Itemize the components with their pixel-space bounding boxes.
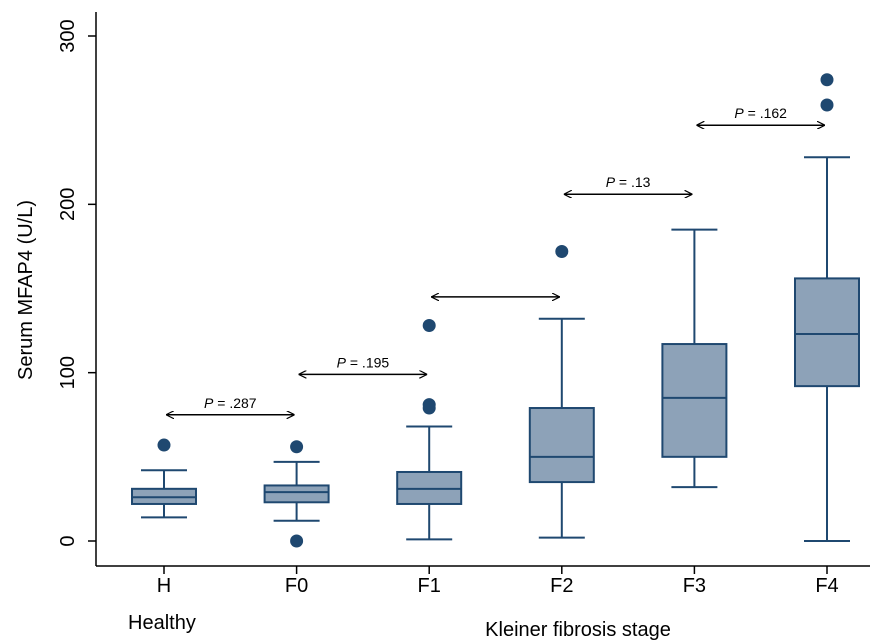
p-value-label: P = .162 — [734, 105, 787, 121]
iqr-box — [794, 277, 860, 388]
outlier-point — [422, 319, 436, 333]
p-label-value: = .195 — [346, 354, 389, 370]
comparison-f2-f3: P = .13 — [563, 174, 693, 194]
p-label-prefix: P — [337, 354, 347, 370]
boxes — [131, 73, 860, 548]
x-tick-label: F4 — [815, 575, 838, 597]
p-value-label: P = .287 — [204, 395, 257, 411]
p-label-value: = .287 — [213, 395, 256, 411]
p-label-value: = .162 — [744, 105, 787, 121]
x-tick-label: F1 — [418, 575, 441, 597]
p-value-label: P = .13 — [606, 174, 651, 190]
p-label-prefix: P — [734, 105, 744, 121]
outlier-point — [820, 98, 834, 112]
y-tick-label: 0 — [57, 535, 79, 546]
p-label-prefix: P — [606, 174, 616, 190]
outlier-point — [290, 534, 304, 548]
outlier-point — [555, 244, 569, 258]
iqr-box — [263, 484, 330, 504]
box-f0 — [263, 440, 330, 548]
x-tick-label: F0 — [285, 575, 308, 597]
comparison-f3-f4: P = .162 — [696, 105, 825, 125]
box-f2 — [528, 244, 595, 539]
p-label-prefix: P — [204, 395, 214, 411]
y-tick-label: 200 — [57, 188, 79, 221]
x-tick-label: F3 — [683, 575, 706, 597]
iqr-box — [661, 343, 728, 458]
outlier-point — [290, 440, 304, 454]
box-f4 — [794, 73, 860, 542]
box-f3 — [661, 228, 728, 489]
y-tick-label: 100 — [57, 356, 79, 389]
comparison-f0-f1: P = .195 — [298, 354, 428, 374]
comparison-h-f0: P = .287 — [166, 395, 295, 415]
p-value-label: P = .195 — [337, 354, 390, 370]
outlier-point — [422, 401, 436, 415]
iqr-box — [528, 407, 595, 484]
axes: 0 100 200 300 H F0 F1 F2 F3 F4 — [57, 12, 870, 597]
y-tick-label: 300 — [57, 19, 79, 52]
outlier-point — [820, 73, 834, 87]
box-h — [131, 438, 197, 519]
group-label-healthy: Healthy — [128, 612, 196, 634]
outlier-point — [157, 438, 171, 452]
x-axis-title: Kleiner fibrosis stage — [485, 619, 671, 640]
p-label-value: = .13 — [615, 174, 651, 190]
x-tick-label: F2 — [550, 575, 573, 597]
y-axis-title: Serum MFAP4 (U/L) — [15, 200, 37, 380]
x-tick-label: H — [157, 575, 171, 597]
box-f1 — [396, 319, 463, 541]
